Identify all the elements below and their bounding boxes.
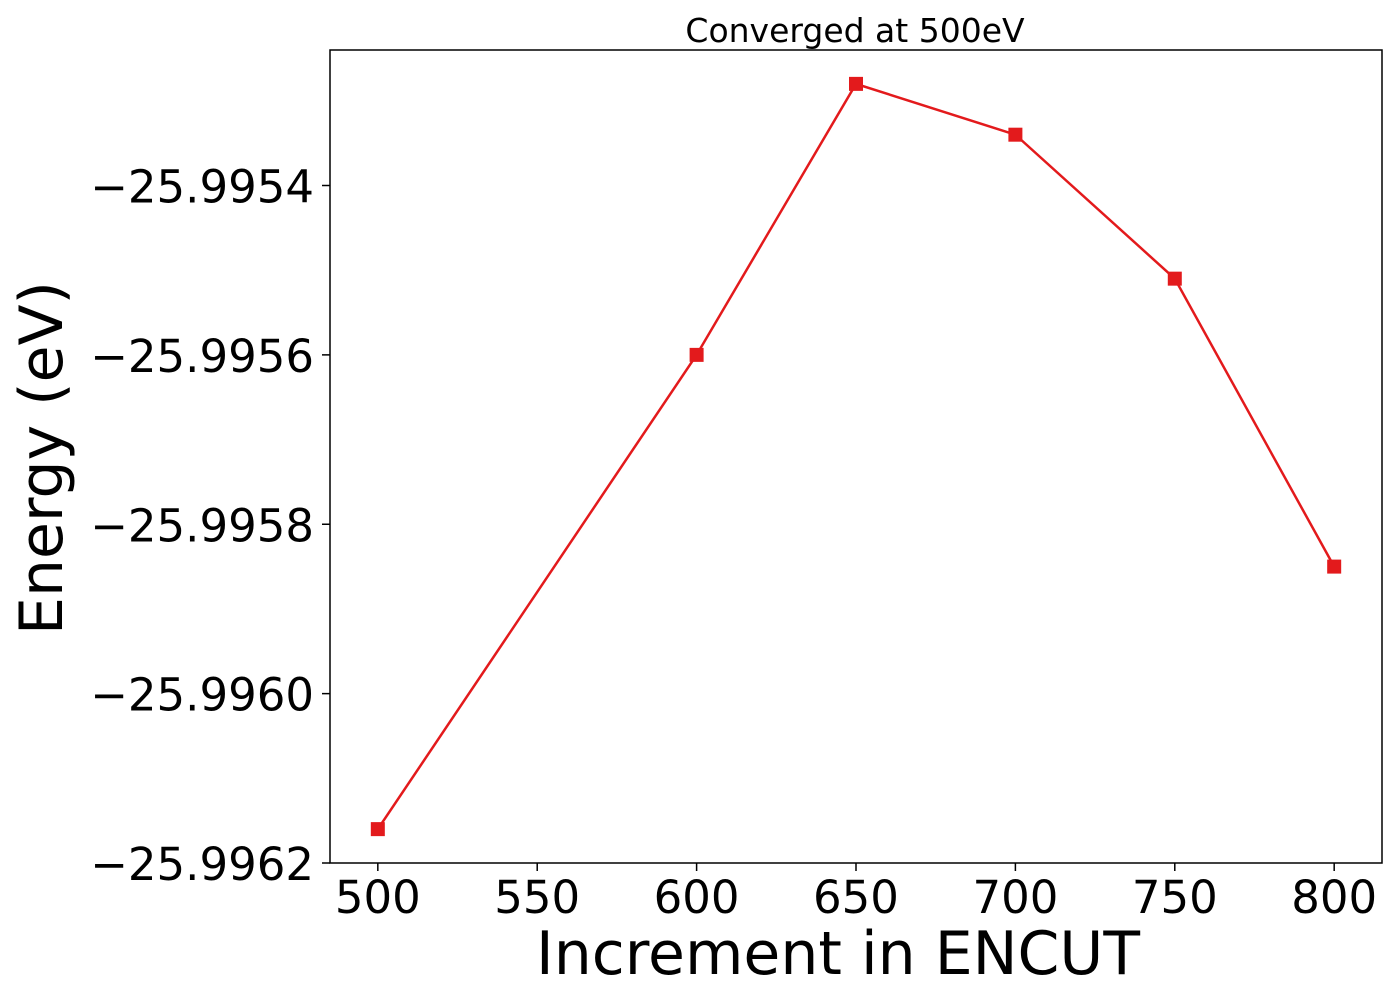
data-point-marker (1327, 559, 1342, 574)
y-tick-label: −25.9962 (90, 838, 314, 891)
y-axis-label: Energy (eV) (7, 281, 77, 635)
x-tick-label: 500 (335, 871, 421, 924)
series-line (376, 82, 1336, 830)
x-tick-label: 800 (1291, 871, 1377, 924)
x-axis: 500 550 600 650 700 750 800 (335, 863, 1377, 924)
data-point-marker (370, 822, 385, 837)
y-axis: −25.9962 −25.9960 −25.9958 −25.9956 −25.9954 (90, 161, 330, 891)
x-axis-label: Increment in ENCUT (536, 919, 1140, 989)
series-layer (370, 76, 1342, 837)
y-tick-label: −25.9954 (90, 161, 314, 214)
x-tick-label: 750 (1132, 871, 1218, 924)
y-tick-label: −25.9956 (90, 330, 314, 383)
data-point-marker (689, 347, 704, 362)
x-tick-label: 600 (654, 871, 740, 924)
y-tick-label: −25.9958 (90, 499, 314, 552)
y-tick-label: −25.9960 (90, 669, 314, 722)
data-point-marker (1167, 271, 1182, 286)
x-tick-label: 700 (972, 871, 1058, 924)
chart-title: Converged at 500eV (685, 11, 1025, 50)
x-tick-label: 550 (494, 871, 580, 924)
x-tick-label: 650 (813, 871, 899, 924)
data-point-marker (1008, 127, 1023, 142)
plot-area (329, 49, 1383, 864)
data-point-marker (849, 76, 863, 91)
